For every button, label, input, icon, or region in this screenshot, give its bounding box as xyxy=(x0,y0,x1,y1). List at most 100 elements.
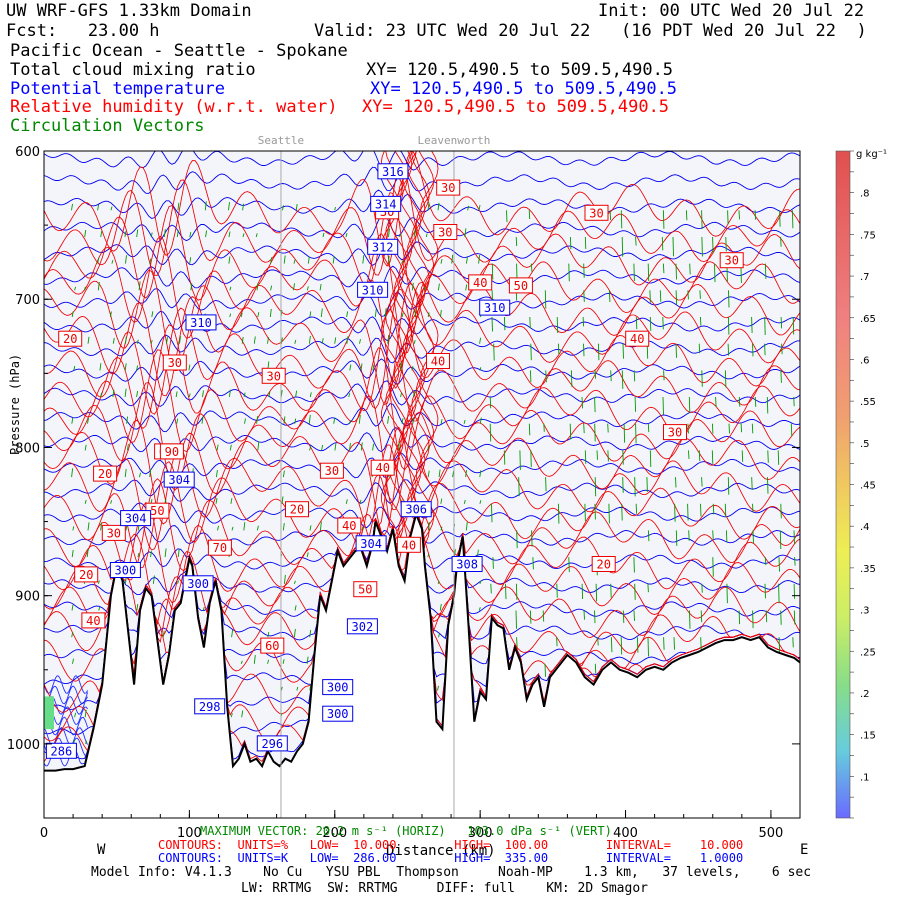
circulation-vector xyxy=(270,257,273,264)
theta-contour-label-box xyxy=(182,575,214,592)
circulation-vector xyxy=(71,468,74,478)
circulation-vector xyxy=(607,450,609,462)
colorbar-label: .6 xyxy=(860,355,870,366)
rh-contour-label: 30 xyxy=(724,254,738,268)
circulation-vector xyxy=(374,308,377,318)
rh-contour-label-box xyxy=(285,501,309,518)
circulation-vector xyxy=(781,343,783,355)
circulation-vector xyxy=(594,610,596,624)
circulation-vector xyxy=(699,316,702,326)
terrain-layer xyxy=(44,510,800,818)
max-vector-vert: 103.0 dPa s⁻¹ (VERT) xyxy=(467,824,612,838)
theta-contour-label: 310 xyxy=(362,283,384,297)
theta-contour-label-box xyxy=(357,281,389,298)
circulation-vector xyxy=(568,557,570,573)
circulation-vector xyxy=(253,655,256,664)
circulation-vector xyxy=(230,498,233,504)
theta-contour-label-box xyxy=(479,299,511,316)
theta-contour-label-box xyxy=(163,471,195,488)
circulation-vector xyxy=(764,583,766,599)
colorbar-label: .75 xyxy=(860,230,876,241)
circulation-vector xyxy=(465,284,468,291)
circulation-vector xyxy=(362,255,365,264)
rh-contour-label-box xyxy=(353,581,378,598)
circulation-vector xyxy=(270,285,273,291)
theta-contour-label-box xyxy=(451,556,483,572)
circulation-vector xyxy=(636,637,639,653)
circulation-vector xyxy=(358,415,361,424)
circulation-vector xyxy=(701,210,703,230)
circulation-vector xyxy=(594,477,597,497)
circulation-vector xyxy=(296,686,299,691)
circulation-vector xyxy=(309,629,312,638)
circulation-vector xyxy=(621,503,623,521)
circulation-vector xyxy=(175,391,178,398)
circulation-vector xyxy=(83,286,86,291)
circulation-vector xyxy=(241,336,244,344)
physics-info: LW: RRTMG SW: RRTMG DIFF: full KM: 2D Sm… xyxy=(241,881,648,896)
circulation-vector xyxy=(240,312,243,318)
circulation-vector xyxy=(87,418,89,424)
circulation-vector xyxy=(321,338,324,344)
circulation-vector xyxy=(256,416,259,424)
circulation-vector xyxy=(752,610,754,629)
theta-contour-label-box xyxy=(322,679,354,696)
circulation-vector xyxy=(492,557,494,569)
rh-contour-line xyxy=(44,232,800,354)
place-marker-label: Leavenworth xyxy=(418,134,491,147)
contour-label-layer: 2020204030506030706030203040504040303030… xyxy=(45,163,744,759)
circulation-vector xyxy=(767,450,769,463)
circulation-vector xyxy=(633,557,635,573)
rh-contour-label: 20 xyxy=(79,568,93,582)
circulation-vector xyxy=(360,442,363,451)
circulation-vector xyxy=(792,637,794,648)
x-tick-label: 300 xyxy=(468,826,493,841)
circulation-vector xyxy=(478,205,481,211)
circulation-vector xyxy=(137,552,140,558)
circulation-vector xyxy=(72,526,75,531)
circulation-vector xyxy=(711,423,714,434)
circulation-vector xyxy=(293,259,296,264)
circulation-vector xyxy=(151,311,154,318)
circulation-vector xyxy=(149,468,152,478)
circulation-vector xyxy=(727,343,730,356)
circulation-vector xyxy=(283,416,286,424)
circulation-vector xyxy=(229,286,232,291)
circulation-vector xyxy=(635,236,637,246)
axes-layer: 600 700 800 900 1000 0 100 200 300 400 500 xyxy=(7,145,801,841)
circulation-vector xyxy=(136,365,139,371)
circulation-vector xyxy=(662,263,665,274)
circulation-vector xyxy=(584,236,587,250)
rh-contour-label: 90 xyxy=(165,445,179,459)
circulation-vector xyxy=(346,336,349,344)
circulation-vector xyxy=(594,663,597,674)
theta-contour-line xyxy=(44,310,800,342)
circulation-vector xyxy=(479,367,482,371)
circulation-vector xyxy=(177,549,180,558)
circulation-vector xyxy=(649,290,651,303)
circulation-vector xyxy=(399,361,402,371)
circulation-vector xyxy=(675,477,677,488)
circulation-vector xyxy=(84,444,87,451)
circulation-vector xyxy=(412,417,415,424)
circulation-vector xyxy=(597,343,600,361)
circulation-vector xyxy=(793,583,796,599)
circulation-vector xyxy=(687,423,689,434)
circulation-vector xyxy=(97,281,100,291)
circulation-vector xyxy=(71,311,74,318)
circulation-vector xyxy=(493,343,495,361)
circulation-vector xyxy=(282,205,284,211)
circulation-vector xyxy=(698,450,701,462)
circulation-vector xyxy=(543,423,545,432)
circulation-vector xyxy=(229,313,232,318)
circulation-vector xyxy=(243,522,246,531)
circulation-vector xyxy=(751,477,753,491)
circulation-vector xyxy=(425,233,428,238)
circulation-vector xyxy=(243,392,246,398)
circulation-vector xyxy=(201,416,204,424)
circulation-vector xyxy=(764,343,766,356)
circulation-vector xyxy=(675,343,677,358)
circulation-vector xyxy=(594,423,596,442)
circulation-vector xyxy=(635,316,638,330)
circulation-vector xyxy=(255,233,258,238)
